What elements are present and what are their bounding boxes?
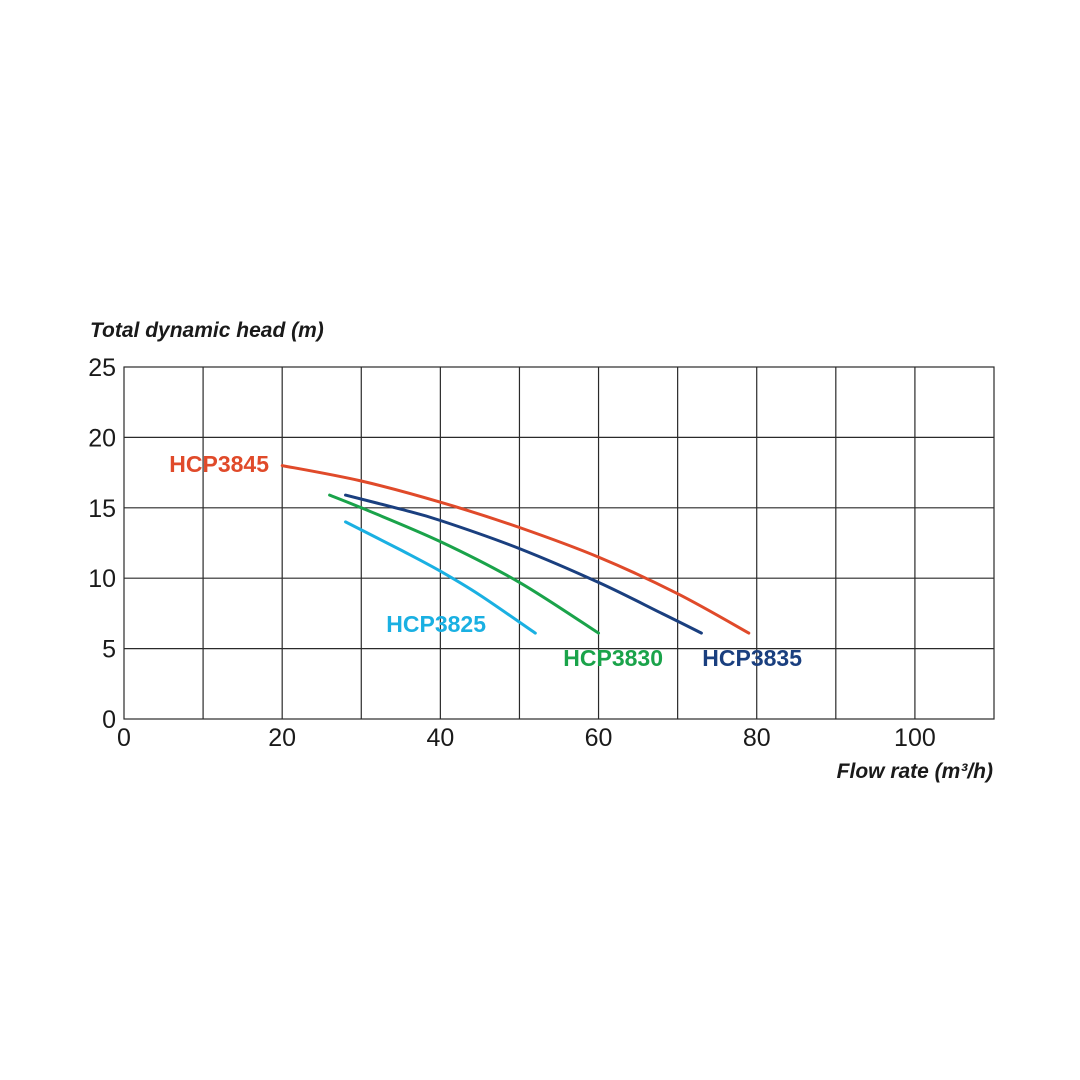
y-tick-label-25: 25	[88, 354, 116, 382]
x-tick-label-100: 100	[894, 724, 936, 752]
x-tick-label-60: 60	[585, 724, 613, 752]
series-label-hcp3845: HCP3845	[169, 451, 269, 477]
series-label-hcp3830: HCP3830	[563, 645, 663, 671]
x-tick-label-80: 80	[743, 724, 771, 752]
x-tick-label-0: 0	[117, 724, 131, 752]
y-tick-label-10: 10	[88, 565, 116, 593]
curve-hcp3825	[344, 520, 537, 635]
y-axis-title: Total dynamic head (m)	[90, 319, 324, 342]
series-label-hcp3825: HCP3825	[386, 611, 486, 637]
tick-labels: 0 20 40 60 80 100 0 5 10 15 20 25	[88, 354, 936, 752]
curve-hcp3845	[280, 464, 751, 635]
y-tick-label-5: 5	[102, 636, 116, 664]
curve-hcp3830	[328, 493, 600, 635]
series-labels: HCP3845 HCP3835 HCP3830 HCP3825	[169, 451, 802, 671]
x-tick-label-20: 20	[268, 724, 296, 752]
y-tick-label-20: 20	[88, 424, 116, 452]
x-axis-title: Flow rate (m³/h)	[837, 760, 993, 783]
y-tick-label-0: 0	[102, 706, 116, 734]
y-tick-label-15: 15	[88, 495, 116, 523]
plot-frame	[123, 366, 995, 720]
x-tick-label-40: 40	[426, 724, 454, 752]
grid	[123, 366, 995, 720]
curve-hcp3835	[344, 493, 703, 635]
series-curves	[280, 464, 751, 635]
series-label-hcp3835: HCP3835	[702, 645, 802, 671]
